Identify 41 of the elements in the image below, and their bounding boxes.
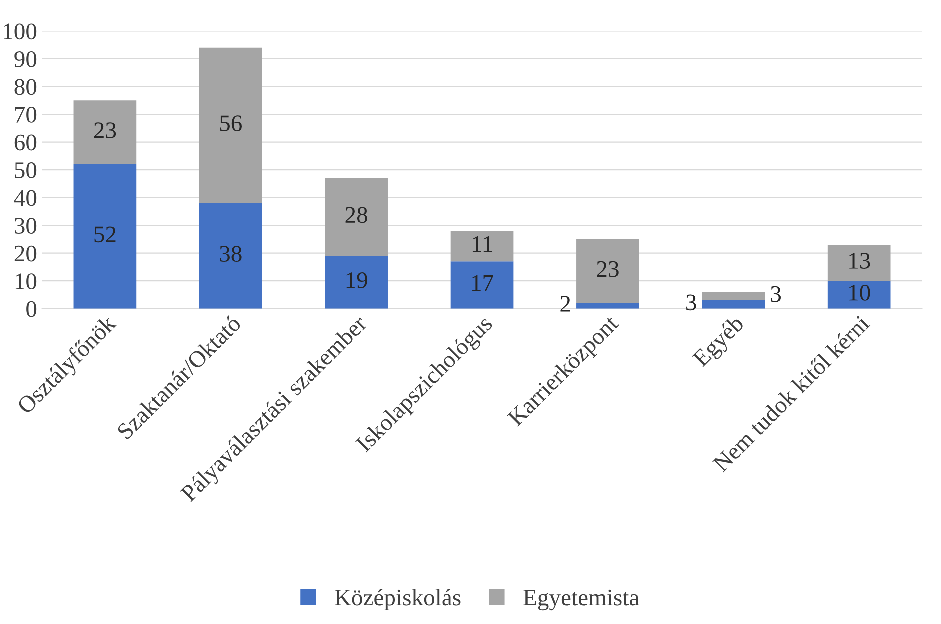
data-label: 23 [597, 261, 619, 278]
data-label: 19 [346, 272, 368, 288]
data-label: 52 [94, 226, 116, 243]
y-tick-label: 20 [14, 246, 37, 262]
bar [828, 281, 891, 309]
bar [74, 100, 137, 164]
bar [828, 245, 891, 282]
data-label: 38 [220, 246, 242, 262]
data-label: 2 [560, 296, 570, 312]
y-tick-label: 70 [15, 106, 37, 123]
bar [576, 303, 640, 309]
bar [325, 178, 388, 256]
bar [702, 292, 766, 301]
data-label: 11 [472, 236, 492, 252]
y-tick-label: 0 [26, 301, 37, 318]
data-label: 28 [346, 207, 368, 224]
y-tick-label: 100 [4, 24, 37, 40]
bar [702, 300, 766, 309]
bar [325, 256, 388, 309]
data-label: 3 [686, 294, 696, 311]
y-tick-label: 90 [14, 51, 37, 68]
data-label: 13 [850, 253, 870, 269]
y-tick-label: 40 [14, 190, 37, 206]
bar [450, 262, 514, 309]
legend-label: Egyetemista [524, 590, 640, 611]
bar [74, 164, 137, 309]
bar [199, 203, 262, 309]
data-label: 56 [220, 116, 242, 132]
data-label: 10 [850, 284, 870, 301]
y-tick-label: 50 [15, 162, 37, 178]
y-tick-label: 30 [15, 218, 37, 234]
legend-label: Középiskolás [335, 589, 461, 611]
y-tick-label: 80 [14, 79, 37, 96]
bar [450, 231, 514, 262]
data-label: 3 [771, 286, 781, 302]
bar [576, 239, 640, 304]
y-tick-label: 60 [14, 134, 37, 151]
data-label: 23 [94, 122, 116, 138]
y-tick-label: 10 [16, 274, 37, 290]
bar [199, 48, 262, 204]
data-label: 17 [472, 275, 494, 291]
